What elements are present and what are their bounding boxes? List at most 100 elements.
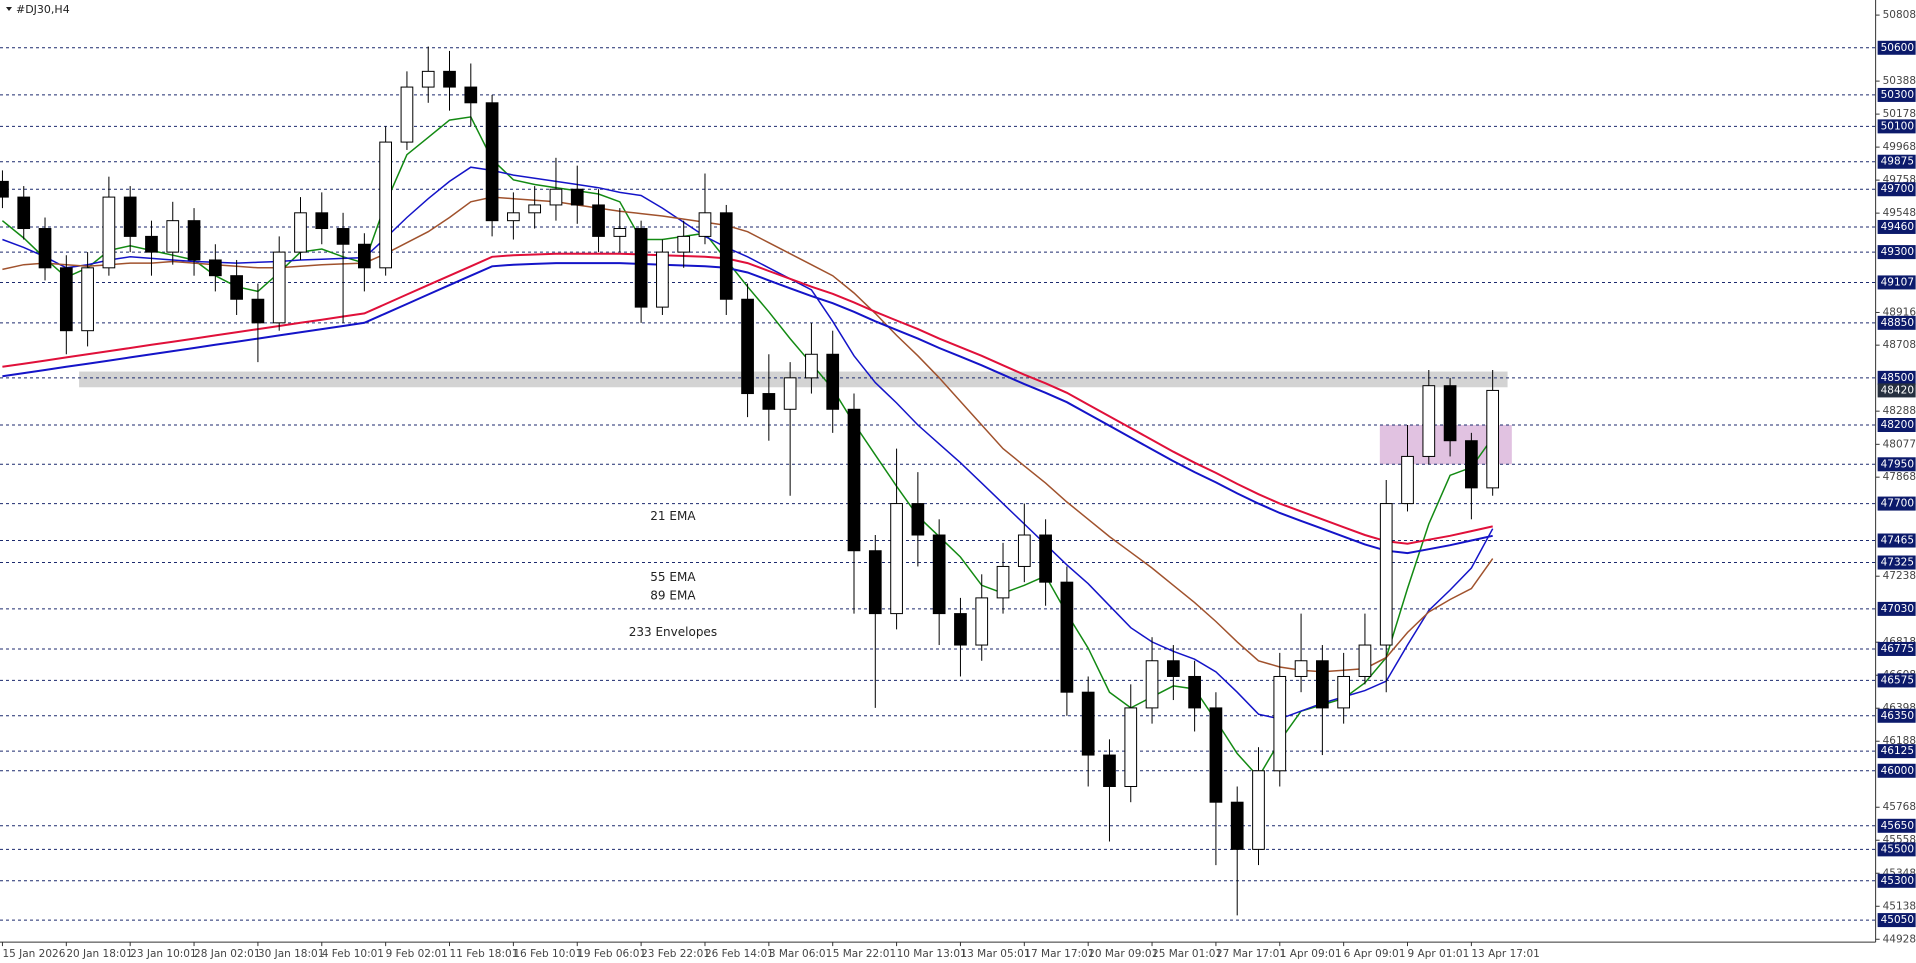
level-label: 48200 [1881,419,1914,431]
y-tick-label: 49548 [1883,207,1916,219]
candle-body [464,86,478,104]
level-label-box [1877,275,1916,290]
level-label-box [1877,818,1916,833]
level-label-box [1877,417,1916,432]
level-label-box [1877,315,1916,330]
level-label-box [1877,555,1916,570]
title-arrow[interactable] [6,7,12,11]
candle-body [315,212,329,230]
candle-body [1209,707,1223,803]
candle-body [1422,385,1436,457]
level-label: 49875 [1881,156,1914,168]
level-label: 49300 [1881,246,1914,258]
candle-body [1486,389,1500,489]
candle-body [954,613,967,646]
x-tick-label: 20 Mar 09:01 [1088,948,1158,960]
legend-label: 89 EMA [650,588,696,602]
candle-body [507,212,520,222]
candle-body [1358,644,1372,677]
level-label: 49460 [1881,221,1914,233]
candle-body [1060,581,1074,693]
candle-body [166,220,180,253]
y-tick-label: 50808 [1883,9,1916,21]
level-label-box [1877,87,1916,102]
legend-label: 21 EMA [650,509,696,523]
candle-body [1039,534,1052,583]
level-label: 48500 [1881,372,1914,384]
candle-body [208,259,222,277]
candle-body [485,102,499,222]
level-label-box [1877,842,1916,857]
x-tick-label: 11 Feb 18:01 [450,948,519,960]
x-tick-label: 26 Feb 14:01 [705,948,774,960]
level-label: 46775 [1881,643,1914,655]
candle-body [379,141,393,269]
x-tick-label: 17 Mar 17:01 [1024,948,1094,960]
y-tick-label: 45768 [1883,801,1916,813]
x-tick-label: 30 Jan 18:01 [258,948,324,960]
last-price-label-box [1877,383,1916,398]
level-label-box [1877,370,1916,385]
candle-body [847,408,861,552]
level-label-box [1877,245,1916,260]
x-tick-label: 16 Feb 10:01 [513,948,582,960]
candle-body [911,503,925,536]
level-label: 47465 [1881,535,1914,547]
level-label: 47030 [1881,603,1914,615]
candle-body [741,298,754,395]
x-tick-label: 5 Mar 22:01 [833,948,896,960]
level-label-box [1877,673,1916,688]
candle-body [1166,660,1180,677]
level-label-box [1877,763,1916,778]
candle-body [677,235,691,253]
candle-body [1316,660,1329,709]
candle-body [1188,675,1201,709]
x-tick-label: 28 Jan 02:01 [194,948,260,960]
level-label: 47325 [1881,557,1914,569]
candle-body [187,220,201,261]
candle-body [1103,754,1116,787]
level-label-box [1877,457,1916,472]
candle-body [251,298,265,324]
x-tick-label: 9 Apr 01:01 [1408,948,1470,960]
x-tick-label: 1 Apr 09:01 [1280,948,1342,960]
candle-body [719,212,733,300]
candle-body [1017,534,1031,567]
candle-body [38,228,52,269]
level-label: 49700 [1881,183,1914,195]
level-label-box [1877,708,1916,723]
level-label: 50300 [1881,89,1914,101]
candle-body [570,188,584,206]
x-tick-label: 13 Apr 17:01 [1471,948,1539,960]
level-label-box [1877,154,1916,169]
candle-body [549,188,563,206]
candle-body [613,228,627,237]
candle-body [868,550,882,615]
candle-body [102,196,116,269]
y-tick-label: 48916 [1883,306,1916,318]
candle-body [443,70,456,88]
x-tick-label: 19 Feb 06:01 [577,948,646,960]
envelope-lower [2,262,1493,555]
candle-body [698,212,712,237]
level-label-box [1877,744,1916,759]
level-label-box [1877,40,1916,55]
level-label: 48850 [1881,317,1914,329]
level-label-box [1877,601,1916,616]
y-tick-label: 47868 [1883,471,1916,483]
candle-body [1081,691,1095,756]
x-tick-label: 23 Jan 10:01 [130,948,196,960]
level-label-box [1877,219,1916,234]
candle-body [1294,660,1308,677]
x-tick-label: 10 Mar 13:01 [897,948,967,960]
level-label-box [1877,533,1916,548]
level-label: 47950 [1881,458,1914,470]
x-tick-label: 6 Apr 09:01 [1344,948,1406,960]
x-tick-label: 27 Mar 17:01 [1216,948,1286,960]
x-tick-label: 23 Feb 22:01 [641,948,710,960]
x-tick-label: 3 Mar 06:01 [769,948,832,960]
x-tick-label: 4 Feb 10:01 [322,948,384,960]
